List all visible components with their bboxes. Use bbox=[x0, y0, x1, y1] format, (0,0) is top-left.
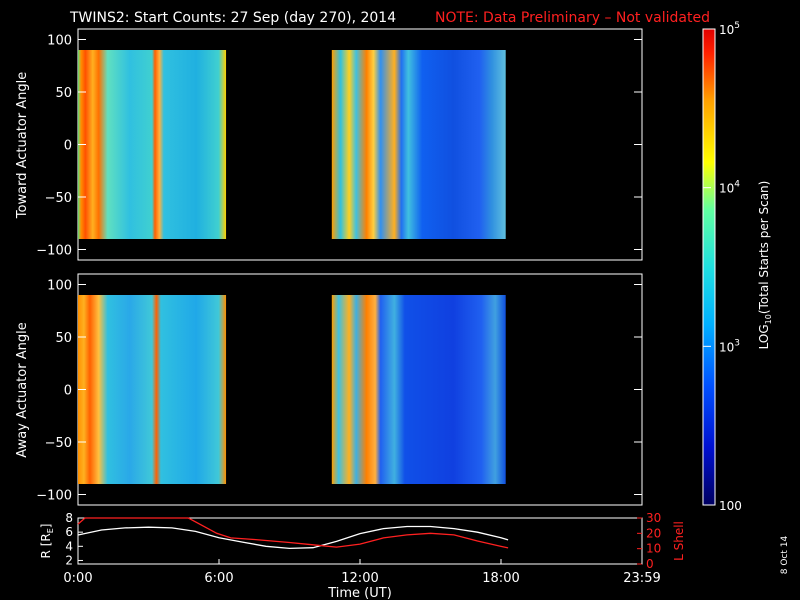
ytick-label: −50 bbox=[45, 436, 72, 451]
ytick-label: 50 bbox=[55, 86, 72, 101]
panel-toward: 100 50 0 −50 −100 Toward Actuator Angle bbox=[15, 28, 643, 261]
colorbar-label: LOG10(Total Starts per Scan) bbox=[757, 181, 773, 350]
colorbar-tick-label: 105 bbox=[719, 21, 740, 37]
orbit-right-tick-label: 30 bbox=[646, 511, 661, 525]
panel-toward-block-1 bbox=[78, 50, 227, 239]
time-tick-label: 12:00 bbox=[341, 571, 378, 586]
ytick-label: −100 bbox=[36, 489, 72, 504]
side-stamp: 8 Oct 14 bbox=[780, 535, 790, 574]
orbit-left-tick-label: 4 bbox=[65, 539, 73, 553]
panel-toward-ylabel: Toward Actuator Angle bbox=[15, 72, 30, 219]
time-tick-label: 0:00 bbox=[63, 571, 92, 586]
colorbar-tick-label: 103 bbox=[719, 338, 740, 354]
panel-orbit-frame bbox=[77, 517, 643, 565]
orbit-left-label: R [RE] bbox=[39, 524, 55, 559]
orbit-right-tick-label: 10 bbox=[646, 542, 661, 556]
panel-away-block-2 bbox=[331, 295, 506, 484]
orbit-lshell-line bbox=[77, 517, 509, 549]
panel-away-ylabel: Away Actuator Angle bbox=[15, 322, 30, 457]
time-tick-label: 23:59 bbox=[623, 571, 660, 586]
time-tick-label: 18:00 bbox=[482, 571, 519, 586]
colorbar: 105 104 103 100 LOG10(Total Starts per Scan… bbox=[702, 21, 773, 513]
orbit-right-label: L Shell bbox=[672, 521, 686, 561]
panel-toward-yaxis: 100 50 0 −50 −100 bbox=[36, 34, 642, 259]
ytick-label: 0 bbox=[64, 139, 72, 154]
time-axis-label: Time (UT) bbox=[327, 586, 392, 600]
chart-title: TWINS2: Start Counts: 27 Sep (day 270), … bbox=[69, 10, 396, 26]
colorbar-gradient bbox=[702, 28, 716, 506]
orbit-right-tick-label: 0 bbox=[646, 557, 654, 571]
colorbar-ticks: 105 104 103 100 bbox=[703, 21, 742, 513]
orbit-left-tick-label: 2 bbox=[65, 553, 73, 567]
ytick-label: 0 bbox=[64, 384, 72, 399]
orbit-left-tick-label: 6 bbox=[65, 525, 73, 539]
ytick-label: −100 bbox=[36, 244, 72, 259]
orbit-radius-line bbox=[77, 525, 509, 550]
panel-toward-block-2 bbox=[331, 50, 506, 239]
panel-away-yaxis: 100 50 0 −50 −100 bbox=[36, 279, 642, 504]
time-axis: 0:00 6:00 12:00 18:00 23:59 bbox=[63, 559, 661, 586]
time-tick-label: 6:00 bbox=[204, 571, 233, 586]
chart-note: NOTE: Data Preliminary – Not validated bbox=[435, 10, 710, 26]
orbit-series bbox=[77, 517, 509, 550]
colorbar-tick-label: 100 bbox=[719, 499, 742, 513]
orbit-right-tick-label: 20 bbox=[646, 526, 661, 540]
ytick-label: 50 bbox=[55, 331, 72, 346]
ytick-label: −50 bbox=[45, 191, 72, 206]
ytick-label: 100 bbox=[47, 34, 72, 49]
panel-away-block-1 bbox=[78, 295, 227, 484]
orbit-left-tick-label: 8 bbox=[65, 511, 73, 525]
colorbar-tick-label: 104 bbox=[719, 180, 740, 196]
panel-away: 100 50 0 −50 −100 Away Actuator Angle bbox=[15, 273, 643, 506]
ytick-label: 100 bbox=[47, 279, 72, 294]
